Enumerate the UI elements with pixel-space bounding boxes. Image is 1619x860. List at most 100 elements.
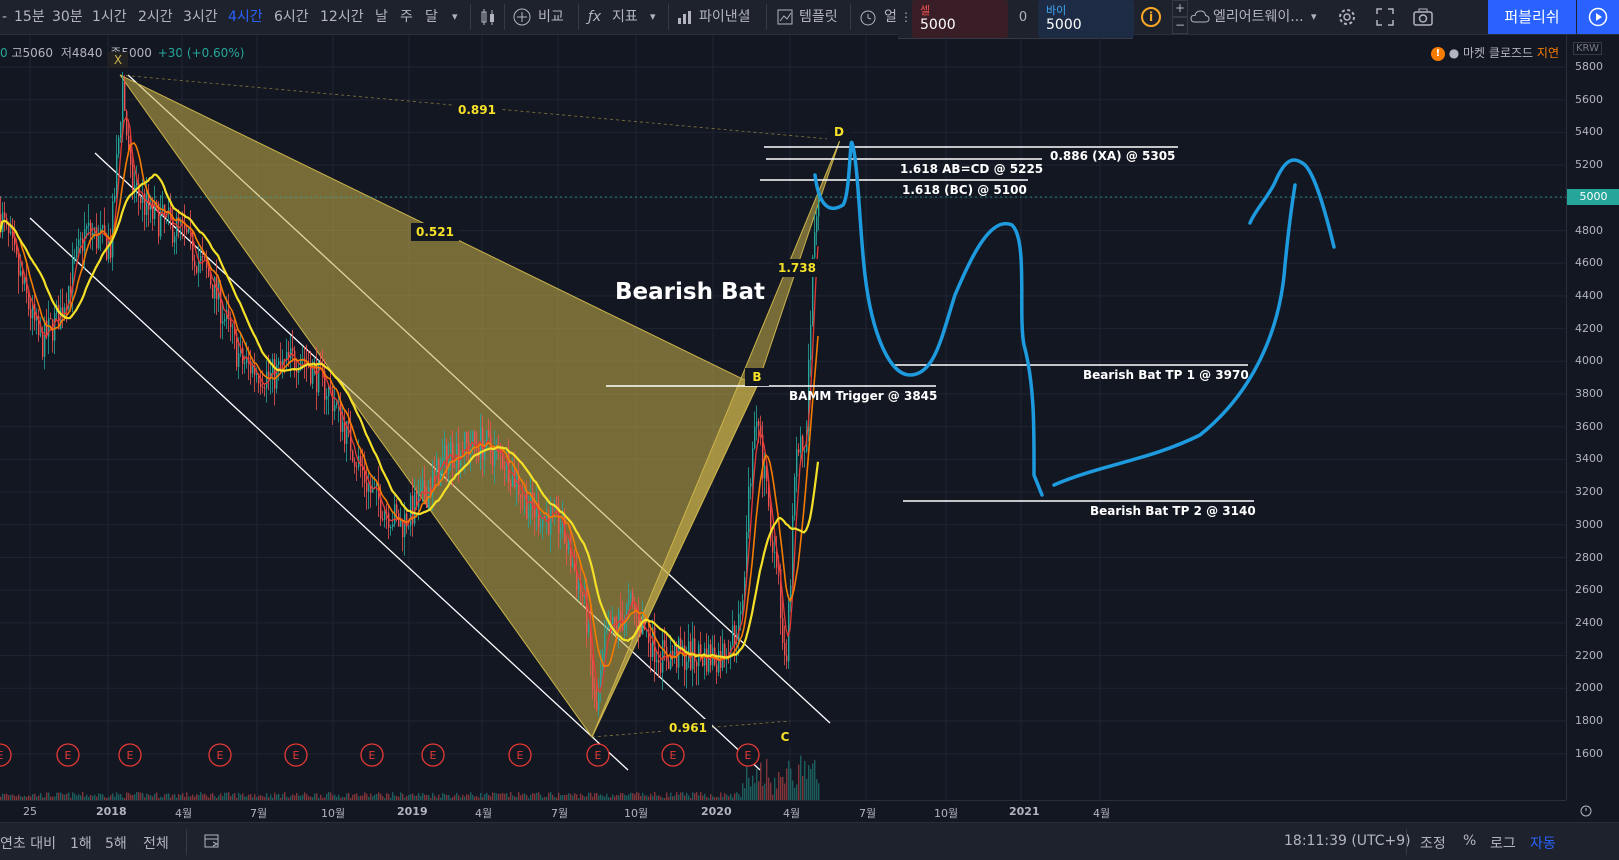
range-5y[interactable]: 5해 [105, 836, 127, 852]
cloud-icon[interactable] [1190, 9, 1210, 25]
earnings-marker[interactable]: E [736, 743, 760, 767]
price-tick-label: 3400 [1575, 452, 1603, 466]
volume-bar [466, 794, 468, 800]
camera-icon[interactable] [1412, 7, 1434, 27]
time-tick-label: 4월 [1093, 807, 1111, 820]
volume-bar [476, 795, 478, 800]
info-icon[interactable]: i [1141, 7, 1161, 27]
volume-bar [726, 794, 728, 800]
volume-bar [758, 781, 760, 800]
range-all[interactable]: 전체 [143, 836, 169, 852]
replay-button[interactable] [1577, 0, 1619, 34]
interval-month[interactable]: 달 [425, 9, 438, 25]
interval-day[interactable]: 날 [375, 9, 388, 25]
earnings-marker[interactable]: E [360, 743, 384, 767]
volume-bar [406, 796, 408, 800]
chevron-down-icon[interactable]: ▾ [650, 10, 656, 23]
function-icon[interactable]: ƒx [588, 9, 602, 25]
gear-icon[interactable] [1337, 7, 1357, 27]
volume-bar [772, 794, 774, 800]
volume-bar [340, 797, 342, 800]
volume-bar [168, 793, 170, 800]
earnings-marker[interactable]: E [508, 743, 532, 767]
interval-prev-partial[interactable]: - [2, 9, 8, 25]
compare-button[interactable]: 비교 [538, 9, 564, 25]
templates-icon[interactable] [776, 8, 794, 26]
volume-bar [392, 792, 394, 800]
interval-12h[interactable]: 12시간 [320, 9, 364, 25]
sell-button[interactable]: 셀 5000 [912, 0, 1008, 38]
log-toggle[interactable]: 로그 [1490, 836, 1516, 852]
adjust-toggle[interactable]: 조정 [1420, 836, 1446, 852]
earnings-marker[interactable]: E [284, 743, 308, 767]
time-axis[interactable]: 25 2018 4월 7월 10월 2019 4월 7월 10월 2020 4월 7월 10월 2021 4… [0, 800, 1566, 823]
earnings-marker[interactable]: E [0, 743, 12, 767]
interval-15m[interactable]: 15분 [14, 9, 45, 25]
candle-body [168, 207, 170, 214]
candle-body [388, 513, 390, 528]
candle-body [54, 313, 56, 341]
volume-bar [470, 792, 472, 800]
price-axis[interactable]: KRW 5800 5600 5400 5200 5000 4800 4600 4400 4200… [1566, 35, 1619, 800]
time-tick-label: 2020 [701, 805, 732, 818]
candle-body [756, 421, 758, 427]
candle-body [518, 475, 520, 495]
earnings-marker[interactable]: E [421, 743, 445, 767]
earnings-marker[interactable]: E [118, 743, 142, 767]
candle-body [316, 362, 318, 393]
earnings-marker[interactable]: E [661, 743, 685, 767]
earnings-marker[interactable]: E [586, 743, 610, 767]
buy-button[interactable]: 바이 5000 [1038, 0, 1134, 38]
price-chart[interactable]: E E E E E E E E E E E X D B C 0.891 0.521 1.738 0.… [0, 35, 1566, 800]
publish-button[interactable]: 퍼블리쉬 [1488, 0, 1576, 34]
candle-body [436, 459, 438, 472]
candle-body [132, 164, 134, 191]
volume-bar [22, 796, 24, 800]
candle-body [398, 513, 400, 527]
interval-3h[interactable]: 3시간 [183, 9, 218, 25]
projection-drawing[interactable] [813, 140, 1336, 497]
chevron-down-icon[interactable]: ▾ [452, 10, 458, 23]
financials-chart-icon[interactable] [676, 8, 694, 26]
interval-1h[interactable]: 1시간 [92, 9, 127, 25]
candle-body [658, 660, 660, 663]
range-1y[interactable]: 1해 [70, 836, 92, 852]
earnings-marker[interactable]: E [208, 743, 232, 767]
alert-button-partial[interactable]: 얼 [884, 9, 897, 25]
interval-4h[interactable]: 4시간 [228, 9, 263, 25]
interval-30m[interactable]: 30분 [52, 9, 83, 25]
candle-body [86, 225, 88, 230]
price-tick-label: 1800 [1575, 714, 1603, 727]
volume-bar [594, 793, 596, 800]
earnings-markers[interactable]: EEEEEEEEEEE [0, 743, 760, 767]
volume-bar [278, 793, 280, 800]
time-tick-label: 25 [23, 805, 37, 818]
indicators-button[interactable]: 지표 [612, 9, 638, 25]
interval-2h[interactable]: 2시간 [138, 9, 173, 25]
range-ytd-partial[interactable]: 연초 대비 [0, 836, 56, 852]
interval-6h[interactable]: 6시간 [274, 9, 309, 25]
candle-body [110, 241, 112, 258]
plus-circle-icon[interactable] [513, 8, 531, 26]
layout-name[interactable]: 엘리어트웨이... [1213, 9, 1304, 25]
candle-body [390, 527, 392, 529]
volume-bar [756, 769, 758, 800]
candle-body [246, 357, 248, 363]
auto-toggle[interactable]: 자동 [1530, 836, 1556, 852]
templates-button[interactable]: 템플릿 [799, 9, 838, 25]
earnings-marker[interactable]: E [56, 743, 80, 767]
goto-date-icon[interactable] [203, 832, 221, 850]
fullscreen-icon[interactable] [1375, 7, 1395, 27]
percent-toggle[interactable]: % [1463, 833, 1477, 849]
chevron-down-icon[interactable]: ▾ [1311, 10, 1317, 23]
quantity-decrease-button[interactable]: − [1172, 17, 1188, 34]
quantity-increase-button[interactable]: + [1172, 0, 1188, 17]
volume-bar [732, 797, 734, 800]
volume-bar [782, 776, 784, 800]
interval-week[interactable]: 주 [400, 9, 413, 25]
financials-button[interactable]: 파이낸셜 [699, 9, 751, 25]
alarm-clock-icon[interactable] [858, 7, 878, 27]
axis-settings-corner[interactable] [1566, 800, 1619, 822]
clock-time[interactable]: 18:11:39 (UTC+9) [1284, 833, 1411, 849]
candles-icon[interactable] [478, 7, 498, 27]
